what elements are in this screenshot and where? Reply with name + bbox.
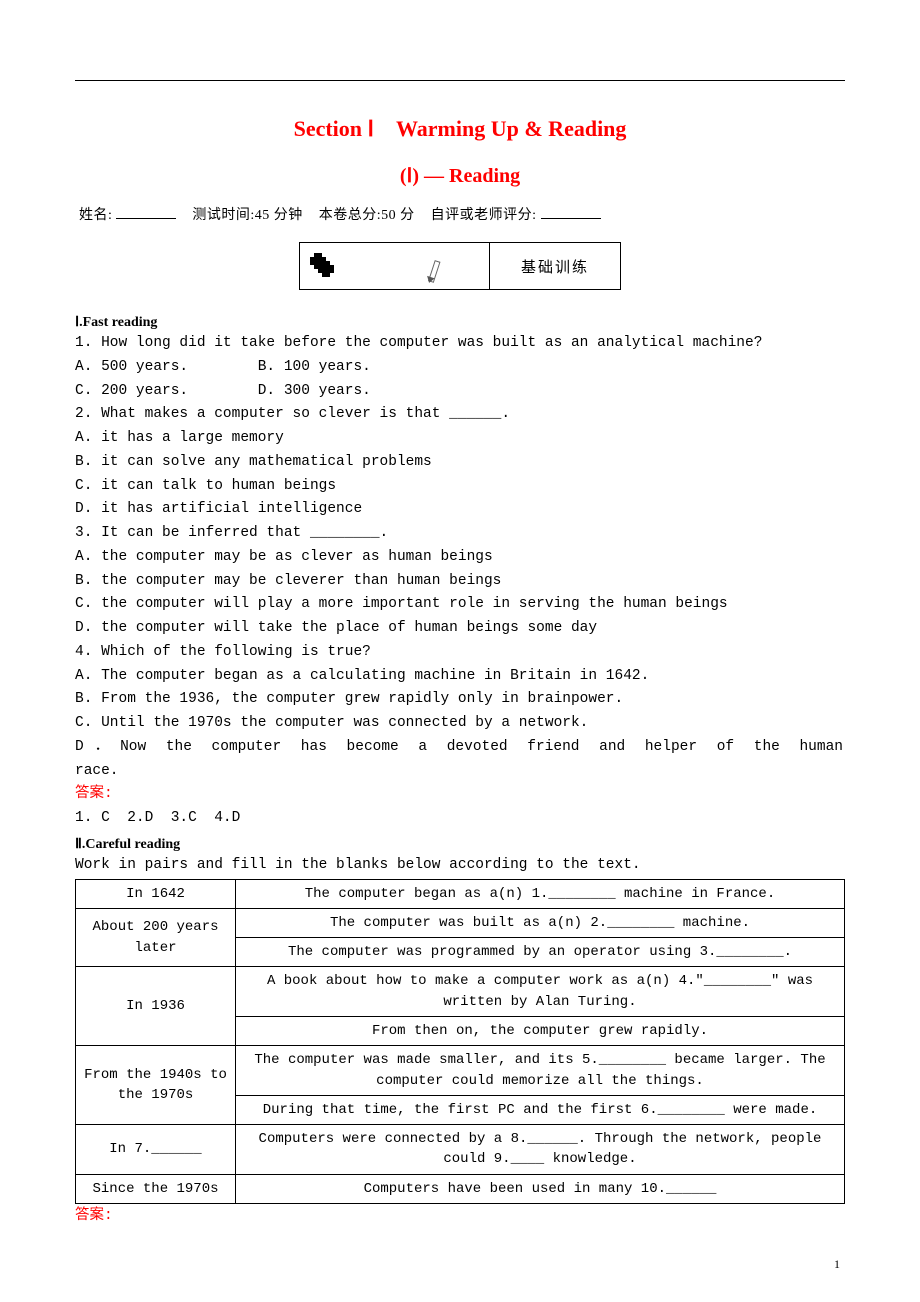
exam-info-line: 姓名: 测试时间:45 分钟 本卷总分:50 分 自评或老师评分: bbox=[75, 204, 845, 224]
fill-table: In 1642 The computer began as a(n) 1.___… bbox=[75, 879, 845, 1205]
q2-c: C. it can talk to human beings bbox=[75, 476, 845, 498]
q3-d: D. the computer will take the place of h… bbox=[75, 618, 845, 640]
cell-right: Computers were connected by a 8.______. … bbox=[236, 1125, 845, 1175]
fast-reading-heading: Ⅰ.Fast reading bbox=[75, 314, 845, 331]
badge: 基础训练 bbox=[299, 242, 621, 290]
q4-b: B. From the 1936, the computer grew rapi… bbox=[75, 689, 845, 711]
total-label: 本卷总分:50 分 bbox=[319, 208, 415, 223]
table-row: In 1936 A book about how to make a compu… bbox=[76, 967, 845, 1017]
cell-left: From the 1940s to the 1970s bbox=[76, 1046, 236, 1125]
table-row: From the 1940s to the 1970s The computer… bbox=[76, 1046, 845, 1096]
cell-left: In 7.______ bbox=[76, 1125, 236, 1175]
careful-answers-label: 答案: bbox=[75, 1206, 845, 1228]
pencil-icon bbox=[428, 251, 450, 281]
cell-right: A book about how to make a computer work… bbox=[236, 967, 845, 1017]
q4: 4. Which of the following is true? bbox=[75, 642, 845, 664]
q3-b: B. the computer may be cleverer than hum… bbox=[75, 571, 845, 593]
page-number: 1 bbox=[834, 1257, 840, 1272]
table-row: Since the 1970s Computers have been used… bbox=[76, 1174, 845, 1203]
q4-d-line2: race. bbox=[75, 761, 845, 783]
score-label: 自评或老师评分: bbox=[431, 208, 537, 223]
cell-right: The computer was built as a(n) 2._______… bbox=[236, 908, 845, 937]
name-blank[interactable] bbox=[116, 205, 176, 219]
cell-right: From then on, the computer grew rapidly. bbox=[236, 1016, 845, 1045]
cell-left: In 1642 bbox=[76, 879, 236, 908]
cell-right: The computer was made smaller, and its 5… bbox=[236, 1046, 845, 1096]
q2-d: D. it has artificial intelligence bbox=[75, 499, 845, 521]
section-title: Section Ⅰ Warming Up & Reading bbox=[75, 111, 845, 143]
q1-ab: A. 500 years. B. 100 years. bbox=[75, 357, 845, 379]
cell-right: The computer began as a(n) 1.________ ma… bbox=[236, 879, 845, 908]
badge-graphic bbox=[300, 243, 490, 289]
q4-d-line1: D．Now the computer has become a devoted … bbox=[75, 737, 845, 759]
time-label: 测试时间:45 分钟 bbox=[192, 208, 302, 223]
score-blank[interactable] bbox=[541, 205, 601, 219]
pixel-icon bbox=[310, 253, 338, 279]
q1: 1. How long did it take before the compu… bbox=[75, 333, 845, 355]
cell-left: Since the 1970s bbox=[76, 1174, 236, 1203]
name-label: 姓名: bbox=[79, 208, 112, 223]
table-row: About 200 years later The computer was b… bbox=[76, 908, 845, 937]
careful-intro: Work in pairs and fill in the blanks bel… bbox=[75, 855, 845, 877]
q2-a: A. it has a large memory bbox=[75, 428, 845, 450]
table-row: In 7.______ Computers were connected by … bbox=[76, 1125, 845, 1175]
cell-right: The computer was programmed by an operat… bbox=[236, 938, 845, 967]
section-subtitle: (Ⅰ) — Reading bbox=[75, 163, 845, 188]
badge-label: 基础训练 bbox=[490, 243, 620, 289]
page: Section Ⅰ Warming Up & Reading (Ⅰ) — Rea… bbox=[0, 0, 920, 1302]
q4-c: C. Until the 1970s the computer was conn… bbox=[75, 713, 845, 735]
q3: 3. It can be inferred that ________. bbox=[75, 523, 845, 545]
cell-left: In 1936 bbox=[76, 967, 236, 1046]
cell-right: During that time, the first PC and the f… bbox=[236, 1095, 845, 1124]
q3-c: C. the computer will play a more importa… bbox=[75, 594, 845, 616]
careful-reading-heading: Ⅱ.Careful reading bbox=[75, 836, 845, 853]
q1-cd: C. 200 years. D. 300 years. bbox=[75, 381, 845, 403]
q3-a: A. the computer may be as clever as huma… bbox=[75, 547, 845, 569]
table-row: In 1642 The computer began as a(n) 1.___… bbox=[76, 879, 845, 908]
q4-a: A. The computer began as a calculating m… bbox=[75, 666, 845, 688]
badge-container: 基础训练 bbox=[75, 242, 845, 290]
cell-right: Computers have been used in many 10.____… bbox=[236, 1174, 845, 1203]
cell-left: About 200 years later bbox=[76, 908, 236, 967]
top-rule bbox=[75, 80, 845, 81]
fast-answers: 1. C 2.D 3.C 4.D bbox=[75, 808, 845, 830]
fast-answers-label: 答案: bbox=[75, 784, 845, 806]
q2: 2. What makes a computer so clever is th… bbox=[75, 404, 845, 426]
q2-b: B. it can solve any mathematical problem… bbox=[75, 452, 845, 474]
